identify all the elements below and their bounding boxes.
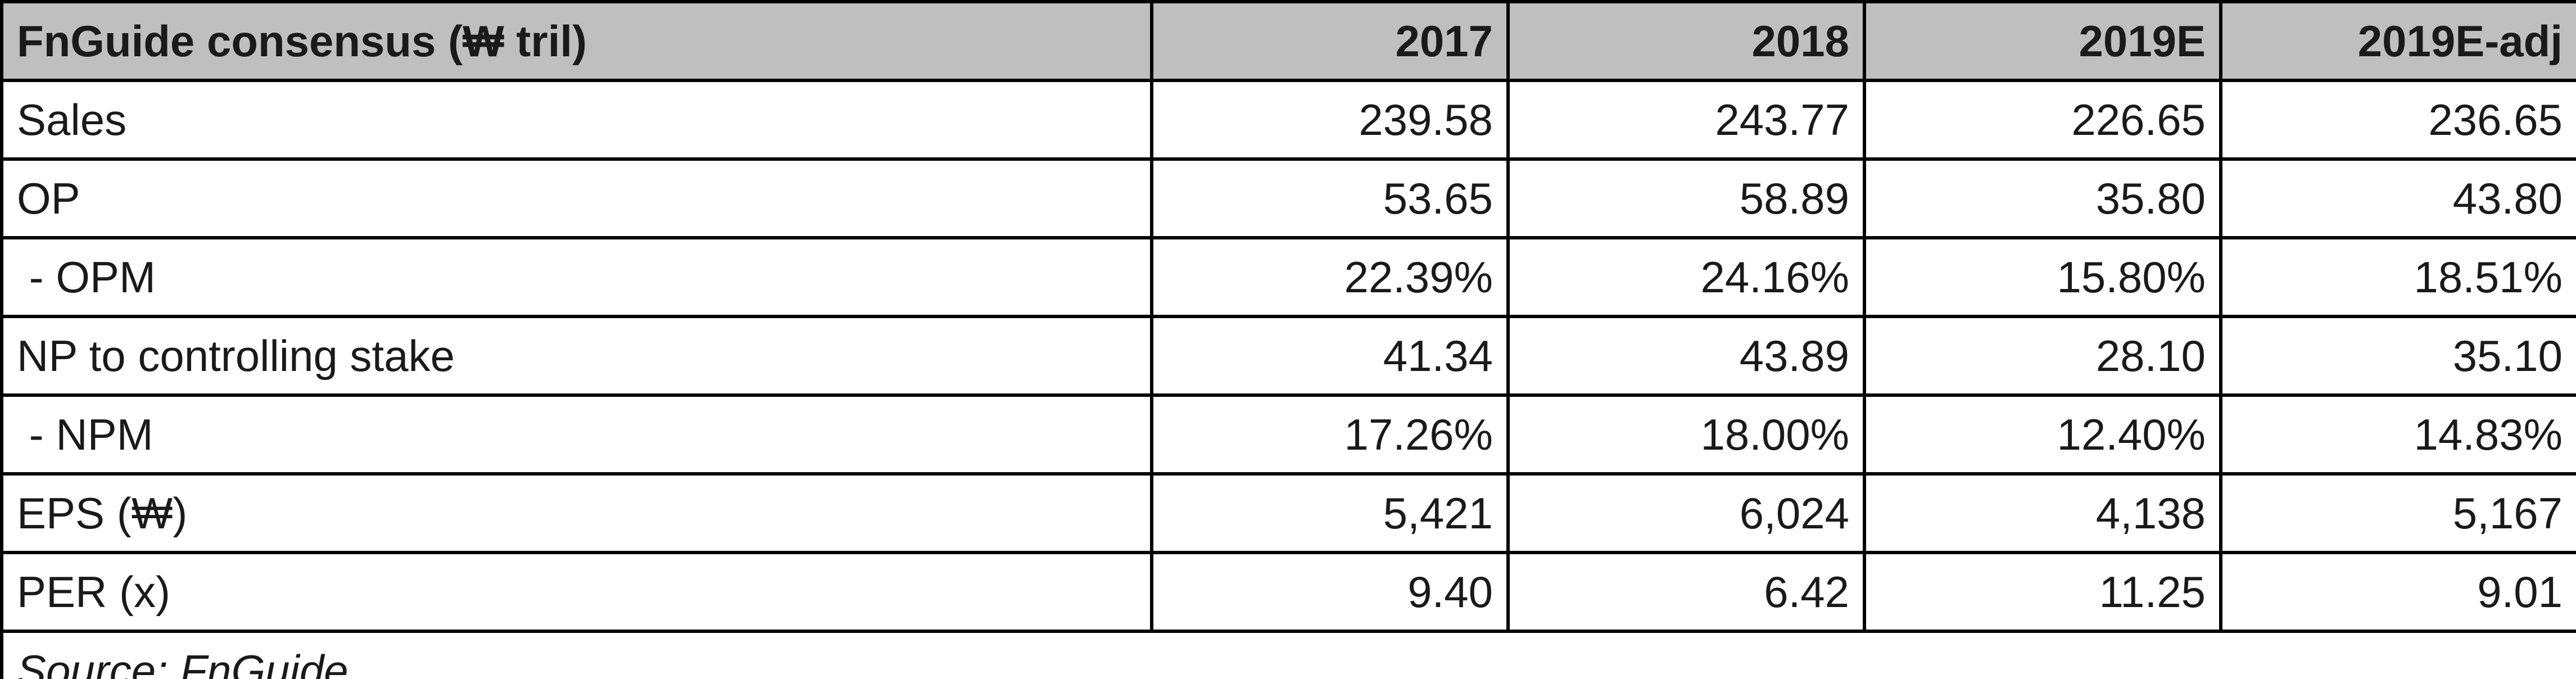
data-row: - OPM 22.39% 24.16% 15.80% 18.51% <box>0 236 2576 318</box>
column-header: 2018 <box>1506 0 1866 82</box>
column-header: 2017 <box>1150 0 1510 82</box>
value-cell: 12.40% <box>1863 393 2222 476</box>
value-cell: 9.01 <box>2219 551 2576 633</box>
data-row: NP to controlling stake 41.34 43.89 28.10 35… <box>0 315 2576 397</box>
value-cell: 239.58 <box>1150 79 1510 161</box>
source-note: Source: FnGuide <box>0 630 2576 679</box>
value-cell: 18.51% <box>2219 236 2576 318</box>
value-cell: 43.80 <box>2219 157 2576 239</box>
value-cell: 35.80 <box>1863 157 2222 239</box>
row-label: - OPM <box>0 236 1153 318</box>
data-row: EPS (₩) 5,421 6,024 4,138 5,167 <box>0 472 2576 554</box>
data-row: - NPM 17.26% 18.00% 12.40% 14.83% <box>0 393 2576 476</box>
column-header: 2019E-adj <box>2219 0 2576 82</box>
row-label: OP <box>0 157 1153 239</box>
value-cell: 243.77 <box>1506 79 1866 161</box>
value-cell: 14.83% <box>2219 393 2576 476</box>
row-label: NP to controlling stake <box>0 315 1153 397</box>
header-row: FnGuide consensus (₩ tril) 2017 2018 2019E 2… <box>0 0 2576 82</box>
value-cell: 6,024 <box>1506 472 1866 554</box>
value-cell: 58.89 <box>1506 157 1866 239</box>
value-cell: 28.10 <box>1863 315 2222 397</box>
value-cell: 4,138 <box>1863 472 2222 554</box>
table-title: FnGuide consensus (₩ tril) <box>0 0 1153 82</box>
row-label: EPS (₩) <box>0 472 1153 554</box>
value-cell: 226.65 <box>1863 79 2222 161</box>
value-cell: 22.39% <box>1150 236 1510 318</box>
source-row: Source: FnGuide <box>0 630 2576 679</box>
value-cell: 17.26% <box>1150 393 1510 476</box>
value-cell: 35.10 <box>2219 315 2576 397</box>
value-cell: 236.65 <box>2219 79 2576 161</box>
row-label: Sales <box>0 79 1153 161</box>
value-cell: 18.00% <box>1506 393 1866 476</box>
row-label: PER (x) <box>0 551 1153 633</box>
value-cell: 41.34 <box>1150 315 1510 397</box>
row-label: - NPM <box>0 393 1153 476</box>
value-cell: 6.42 <box>1506 551 1866 633</box>
value-cell: 43.89 <box>1506 315 1866 397</box>
value-cell: 53.65 <box>1150 157 1510 239</box>
data-row: Sales 239.58 243.77 226.65 236.65 <box>0 79 2576 161</box>
column-header: 2019E <box>1863 0 2222 82</box>
data-row: OP 53.65 58.89 35.80 43.80 <box>0 157 2576 239</box>
value-cell: 24.16% <box>1506 236 1866 318</box>
value-cell: 15.80% <box>1863 236 2222 318</box>
value-cell: 9.40 <box>1150 551 1510 633</box>
data-row: PER (x) 9.40 6.42 11.25 9.01 <box>0 551 2576 633</box>
value-cell: 5,421 <box>1150 472 1510 554</box>
value-cell: 11.25 <box>1863 551 2222 633</box>
value-cell: 5,167 <box>2219 472 2576 554</box>
